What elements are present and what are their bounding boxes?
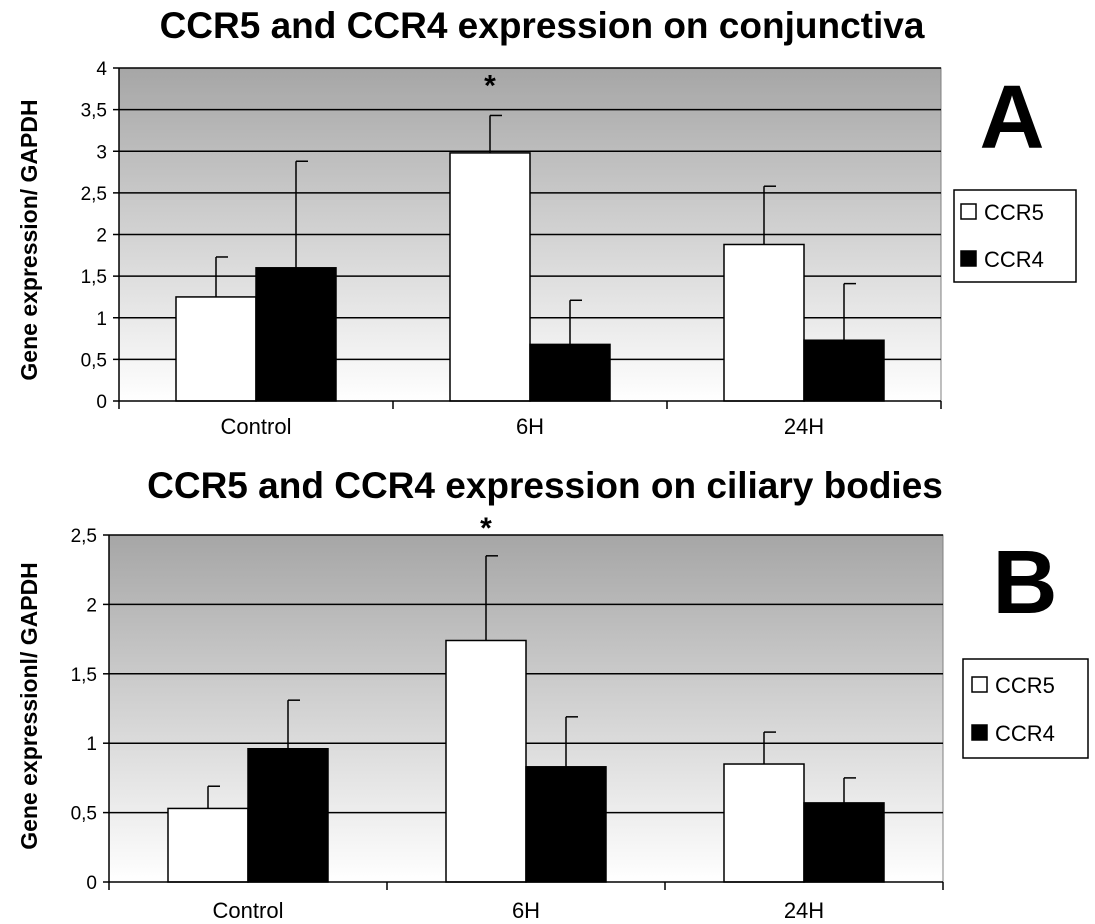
chart-b-ytick-label: 1,5 <box>71 665 97 686</box>
chart-b-legend-box <box>962 658 1089 759</box>
chart-b-ytick-label: 1 <box>86 734 97 755</box>
chart-b-axes: 0 0,5 1 1,5 2 2,5 Control 6H 24H <box>71 526 944 923</box>
chart-b-bar-ccr4 <box>803 802 885 883</box>
chart-b-bar-ccr4 <box>525 766 607 883</box>
chart-a-bar-ccr5 <box>175 296 257 402</box>
chart-a-legend-label-ccr4: CCR4 <box>984 247 1044 272</box>
chart-a-legend: CCR5 CCR4 <box>953 189 1077 283</box>
chart-b-ylabel: Gene expressionl/ GAPDH <box>16 562 42 850</box>
chart-a-bar-ccr4 <box>803 339 885 402</box>
chart-a-axes: 0 0,5 1 1,5 2 2,5 3 3,5 4 Control 6H 24H <box>81 59 942 439</box>
chart-a-ylabel: Gene expression/ GAPDH <box>16 99 42 380</box>
chart-b-legend: CCR5 CCR4 <box>962 658 1089 759</box>
chart-b-bar-ccr4 <box>247 748 329 883</box>
chart-a-significance-mark: * <box>484 69 496 102</box>
chart-a-ytick-label: 2,5 <box>81 184 107 205</box>
chart-a: CCR5 and CCR4 expression on conjunctiva … <box>16 5 1077 439</box>
chart-a-title: CCR5 and CCR4 expression on conjunctiva <box>160 5 925 46</box>
chart-b-significance-mark: * <box>480 512 492 545</box>
chart-a-ytick-label: 0,5 <box>81 350 107 371</box>
chart-a-legend-label-ccr5: CCR5 <box>984 200 1044 225</box>
chart-b-legend-swatch-ccr5 <box>971 676 988 693</box>
chart-a-category-label: 6H <box>516 414 544 439</box>
chart-b-category-label: 24H <box>784 898 824 923</box>
chart-b-category-label: Control <box>213 898 284 923</box>
chart-b-legend-label-ccr5: CCR5 <box>995 673 1055 698</box>
chart-a-legend-swatch-ccr4 <box>960 250 977 267</box>
chart-b: CCR5 and CCR4 expression on ciliary bodi… <box>16 465 1089 923</box>
chart-a-legend-swatch-ccr5 <box>960 203 977 220</box>
chart-a-category-label: Control <box>221 414 292 439</box>
chart-a-ytick-label: 1 <box>96 309 107 330</box>
chart-b-legend-label-ccr4: CCR4 <box>995 721 1055 746</box>
chart-a-bar-ccr5 <box>723 243 805 402</box>
chart-a-ytick-label: 2 <box>96 226 107 247</box>
chart-b-ytick-label: 2,5 <box>71 526 97 547</box>
chart-a-ytick-label: 3 <box>96 142 107 163</box>
chart-b-ytick-label: 0,5 <box>71 804 97 825</box>
chart-a-ytick-label: 0 <box>96 392 107 413</box>
chart-b-bar-ccr5 <box>445 639 527 883</box>
chart-a-bar-ccr5 <box>449 152 531 402</box>
chart-a-ytick-label: 1,5 <box>81 267 107 288</box>
chart-b-bar-ccr5 <box>167 807 249 883</box>
chart-b-category-label: 6H <box>512 898 540 923</box>
chart-a-panel-letter: A <box>980 68 1045 168</box>
chart-b-ytick-label: 0 <box>86 873 97 894</box>
chart-a-ytick-label: 3,5 <box>81 101 107 122</box>
chart-b-bar-ccr5 <box>723 763 805 883</box>
chart-a-bar-ccr4 <box>529 343 611 402</box>
chart-a-category-label: 24H <box>784 414 824 439</box>
chart-a-bar-ccr4 <box>255 267 337 402</box>
chart-b-panel-letter: B <box>993 533 1058 633</box>
chart-a-bars: * <box>175 69 885 402</box>
chart-b-title: CCR5 and CCR4 expression on ciliary bodi… <box>147 465 943 506</box>
chart-a-ytick-label: 4 <box>96 59 107 80</box>
chart-b-ytick-label: 2 <box>86 595 97 616</box>
chart-b-legend-swatch-ccr4 <box>971 724 988 741</box>
